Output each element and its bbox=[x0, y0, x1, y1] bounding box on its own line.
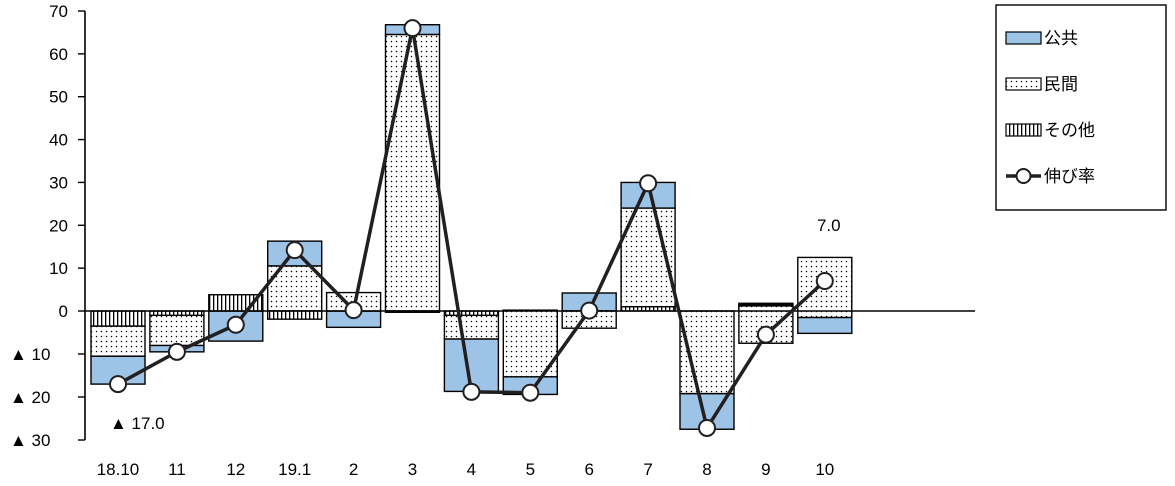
bar-segment-1-10 bbox=[679, 310, 735, 395]
legend-swatch-0 bbox=[1005, 31, 1042, 45]
x-tick-label-5: 3 bbox=[408, 460, 417, 479]
bar-segment-1-0 bbox=[90, 325, 146, 357]
x-tick-label-4: 2 bbox=[349, 460, 358, 479]
y-tick-label-10: ▲ 30 bbox=[10, 431, 50, 450]
growth-rate-marker-6 bbox=[462, 382, 481, 401]
x-tick-label-12: 10 bbox=[815, 460, 834, 479]
x-tick-label-9: 7 bbox=[643, 460, 652, 479]
x-tick-label-10: 8 bbox=[702, 460, 711, 479]
y-tick-label-7: 0 bbox=[59, 302, 68, 321]
x-tick-label-2: 12 bbox=[226, 460, 245, 479]
y-tick-label-6: 10 bbox=[49, 259, 68, 278]
y-tick-label-8: ▲ 10 bbox=[10, 345, 50, 364]
bar-segment-1-1 bbox=[149, 314, 205, 347]
legend-label-3: 伸び率 bbox=[1044, 167, 1095, 187]
line-layer bbox=[109, 19, 834, 437]
legend-label-0: 公共 bbox=[1044, 29, 1078, 49]
y-tick-label-2: 50 bbox=[49, 88, 68, 107]
y-tick-label-3: 40 bbox=[49, 131, 68, 150]
legend-label-1: 民間 bbox=[1044, 75, 1078, 95]
growth-rate-marker-2 bbox=[226, 315, 245, 334]
y-tick-label-5: 20 bbox=[49, 216, 68, 235]
growth-rate-marker-5 bbox=[403, 19, 422, 38]
bar-segment-2-11 bbox=[738, 303, 794, 307]
legend-swatch-1 bbox=[1005, 77, 1042, 91]
growth-rate-marker-0 bbox=[109, 375, 127, 394]
legend-swatch-2 bbox=[1005, 123, 1042, 137]
bar-segment-0-12 bbox=[797, 316, 853, 335]
y-tick-label-0: 70 bbox=[49, 2, 68, 21]
labels-layer: ▲ 17.0 7.0 bbox=[110, 216, 841, 433]
data-label-1: 7.0 bbox=[817, 216, 841, 235]
growth-rate-marker-4 bbox=[344, 301, 363, 320]
data-label-0: ▲ 17.0 bbox=[110, 414, 165, 433]
y-tick-label-1: 60 bbox=[49, 45, 68, 64]
growth-rate-marker-7 bbox=[521, 383, 540, 402]
growth-rate-marker-1 bbox=[167, 342, 186, 361]
x-tick-label-3: 19.1 bbox=[278, 460, 311, 479]
x-tick-label-8: 6 bbox=[584, 460, 593, 479]
bars-layer bbox=[90, 24, 853, 430]
legend-label-2: その他 bbox=[1044, 121, 1095, 141]
growth-rate-marker-10 bbox=[698, 418, 716, 437]
growth-rate-marker-11 bbox=[756, 325, 775, 344]
x-tick-label-11: 9 bbox=[761, 460, 770, 479]
growth-rate-marker-3 bbox=[285, 241, 304, 260]
x-tick-label-1: 11 bbox=[168, 460, 186, 479]
x-tick-label-0: 18.10 bbox=[97, 460, 140, 479]
y-tick-label-4: 30 bbox=[49, 173, 68, 192]
growth-rate-marker-12 bbox=[815, 272, 834, 290]
y-tick-label-9: ▲ 20 bbox=[10, 388, 50, 407]
bar-segment-1-5 bbox=[384, 33, 441, 312]
bar-segment-2-0 bbox=[90, 310, 146, 327]
growth-rate-marker-9 bbox=[639, 174, 658, 193]
axes-layer: 70 60 50 40 30 20 10 0 ▲ 10 ▲ 20 ▲ 30 18.10 11 12 19.1… bbox=[10, 2, 975, 479]
growth-rate-marker-8 bbox=[580, 301, 599, 320]
x-tick-label-6: 4 bbox=[467, 460, 476, 479]
bar-segment-2-3 bbox=[267, 310, 323, 320]
legend-swatch-marker-3 bbox=[1015, 168, 1032, 184]
x-tick-label-7: 5 bbox=[526, 460, 535, 479]
bar-segment-1-6 bbox=[443, 314, 500, 340]
